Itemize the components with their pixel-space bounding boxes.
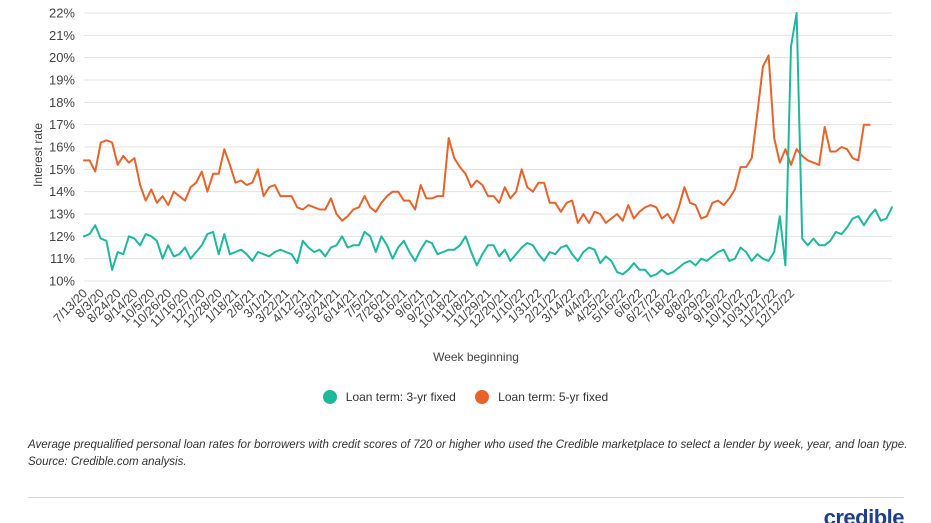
series-line-5yr <box>83 54 871 224</box>
y-tick-label: 13% <box>49 207 75 222</box>
y-axis-title: Interest rate <box>31 123 45 187</box>
y-tick-label: 20% <box>49 50 75 65</box>
legend-label-5yr: Loan term: 5-yr fixed <box>498 390 609 404</box>
x-axis-ticks: 7/13/208/3/208/24/209/14/2010/5/2010/26/… <box>51 286 797 330</box>
credible-logo: credible <box>823 507 904 523</box>
chart-caption: Average prequalified personal loan rates… <box>28 439 908 468</box>
y-tick-label: 14% <box>49 184 75 199</box>
y-tick-label: 10% <box>49 274 75 289</box>
y-tick-label: 15% <box>49 162 75 177</box>
y-tick-label: 17% <box>49 117 75 132</box>
grid-lines <box>84 12 892 282</box>
y-tick-label: 22% <box>49 6 75 21</box>
x-axis-title: Week beginning <box>433 350 519 364</box>
y-tick-label: 12% <box>49 229 75 244</box>
line-chart: 22%21%20%19%18%17%16%15%14%13%12%11%10% … <box>31 6 893 364</box>
legend: Loan term: 3-yr fixed Loan term: 5-yr fi… <box>0 390 931 407</box>
legend-label-3yr: Loan term: 3-yr fixed <box>345 390 456 404</box>
legend-item-3yr: Loan term: 3-yr fixed <box>322 390 456 404</box>
y-tick-label: 18% <box>49 95 75 110</box>
y-tick-label: 11% <box>50 251 75 266</box>
divider <box>28 497 904 498</box>
legend-item-5yr: Loan term: 5-yr fixed <box>475 390 608 404</box>
series-lines <box>83 12 893 278</box>
y-axis-ticks: 22% 21% 20% 19% 18% 17% 16% 15% 14% 13% 12% 11% 10% <box>49 6 75 289</box>
y-tick-label: 19% <box>49 73 75 88</box>
legend-dot-5yr <box>475 390 490 404</box>
series-line-3yr <box>83 12 893 278</box>
y-tick-label: 21% <box>49 28 75 43</box>
legend-dot-3yr <box>322 390 337 404</box>
y-tick-label: 16% <box>49 140 75 155</box>
